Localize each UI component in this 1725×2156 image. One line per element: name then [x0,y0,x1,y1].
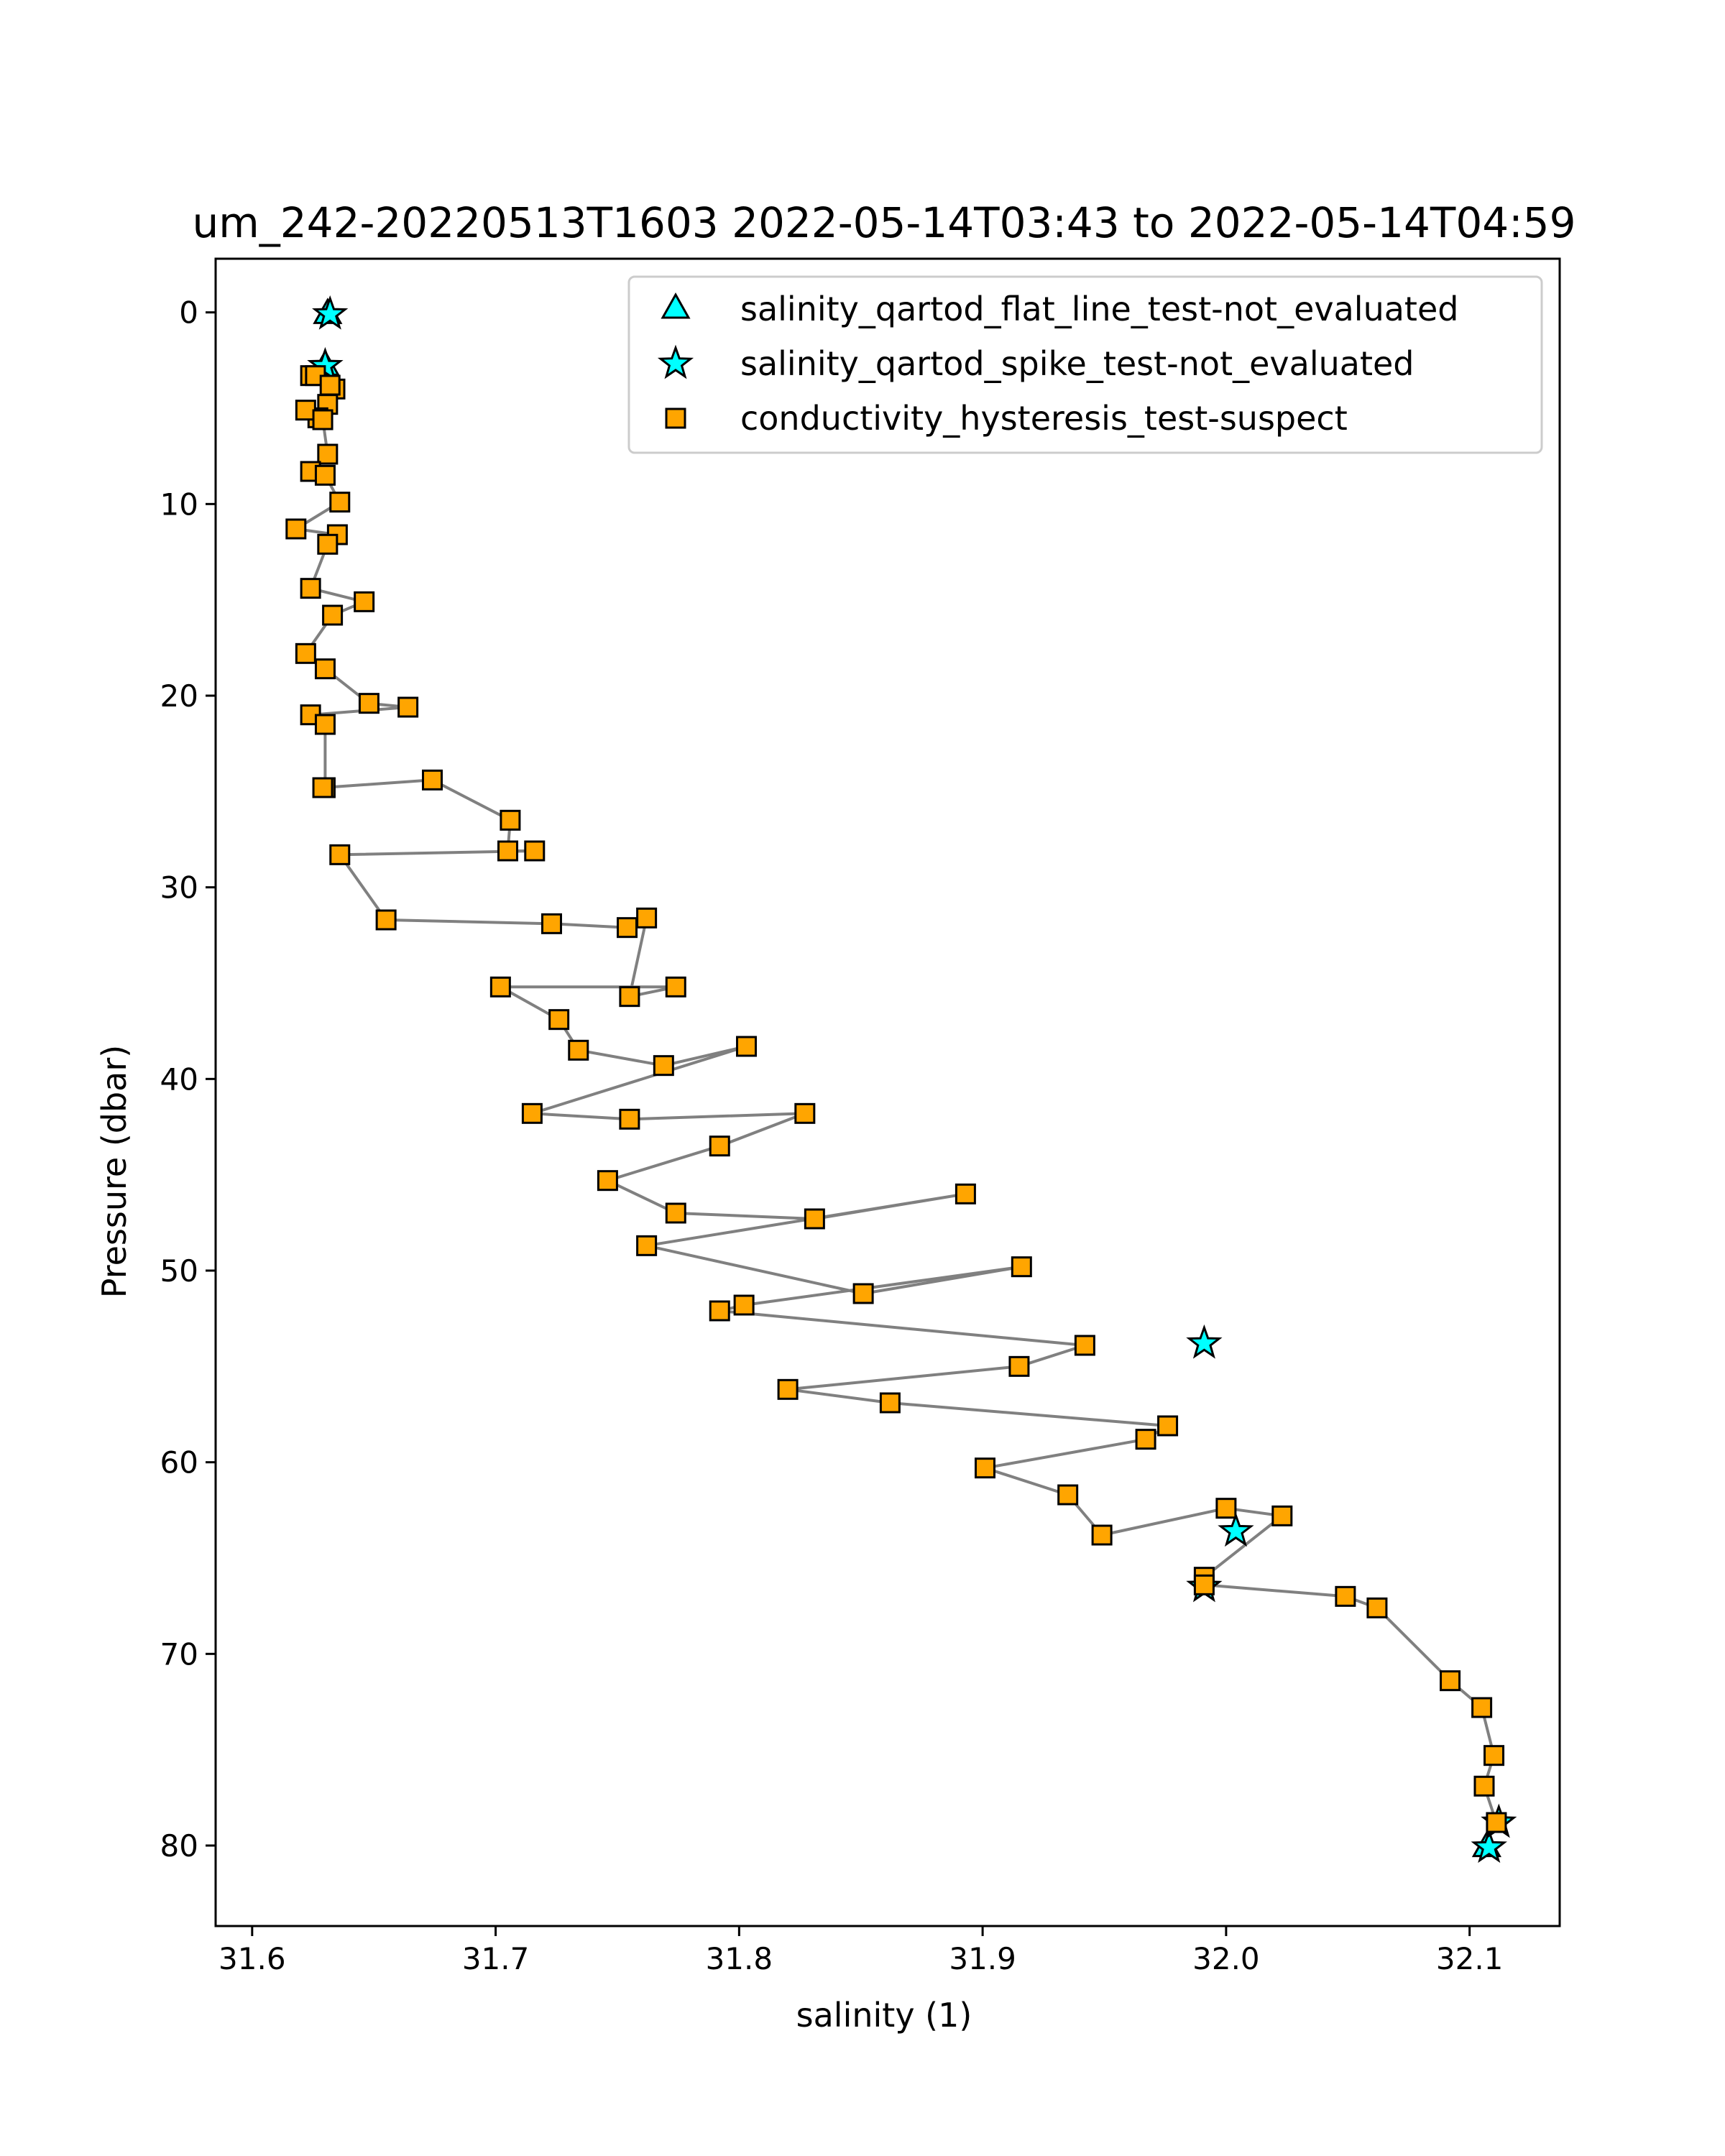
hysteresis-marker [1193,1574,1215,1595]
hysteresis-marker [617,917,638,939]
y-tick-label: 10 [160,487,198,522]
hysteresis-marker [317,533,339,555]
x-axis-label: salinity (1) [796,1996,972,2035]
hysteresis-marker [794,1102,816,1124]
hysteresis-marker [619,986,640,1008]
y-tick-label: 70 [160,1636,198,1672]
axes: 31.6 31.7 31.8 31.9 32.0 32.1 0 10 20 30 40 50 60 70 8… [160,257,1561,1976]
plot-area [285,295,1517,1864]
hysteresis-marker [322,604,344,626]
hysteresis-marker [314,464,336,486]
hysteresis-marker [975,1457,996,1479]
x-tick-label: 31.7 [462,1941,530,1976]
hysteresis-marker [422,769,443,791]
hysteresis-marker [1366,1597,1388,1618]
hysteresis-marker [597,1170,618,1192]
hysteresis-marker [358,693,380,714]
legend-box [627,275,1543,454]
legend-entry-label: salinity_qartod_flat_line_test-not_evalu… [740,290,1458,328]
hysteresis-marker [541,913,562,934]
hysteresis-marker [1011,1256,1032,1278]
spike-marker [312,295,349,330]
hysteresis-marker [1215,1498,1237,1519]
hysteresis-marker [665,1202,686,1224]
hysteresis-marker [375,909,397,931]
chart-title: um_242-20220513T1603 2022-05-14T03:43 to… [193,198,1576,247]
hysteresis-marker [1440,1670,1461,1692]
hysteresis-marker [285,518,307,540]
hysteresis-marker [653,1055,674,1077]
y-tick-label: 40 [160,1061,198,1097]
hysteresis-marker [312,777,334,798]
y-tick-label: 60 [160,1445,198,1480]
hysteresis-marker [300,578,321,599]
hysteresis-marker [665,976,686,998]
hysteresis-marker [1484,1745,1505,1766]
hysteresis-marker [954,1183,976,1204]
hysteresis-marker [319,374,341,396]
x-tick-label: 32.1 [1436,1941,1504,1976]
hysteresis-marker [1471,1697,1493,1718]
spike-marker [1471,1828,1507,1864]
hysteresis-marker [636,1235,658,1256]
hysteresis-marker [665,407,686,429]
hysteresis-marker [500,809,521,831]
hysteresis-marker [295,400,316,421]
hysteresis-marker [1157,1415,1179,1437]
hysteresis-marker [1091,1524,1113,1546]
hysteresis-marker [329,844,351,865]
hysteresis-marker [548,1009,570,1031]
hysteresis-marker [733,1294,755,1316]
hysteresis-marker [314,714,336,735]
legend-entry-label: salinity_qartod_spike_test-not_evaluated [740,344,1414,383]
legend-entry-label: conductivity_hysteresis_test-suspect [740,399,1348,438]
hysteresis-marker [1074,1335,1095,1356]
hysteresis-marker [736,1036,758,1057]
hysteresis-marker [1135,1429,1156,1450]
y-tick-label: 80 [160,1828,198,1864]
y-axis-label: Pressure (dbar) [95,1045,134,1298]
axes-frame [214,257,1561,1927]
hysteresis-marker [1335,1585,1356,1607]
hysteresis-marker [312,409,334,430]
hysteresis-marker [295,642,316,664]
hysteresis-marker [1008,1355,1030,1377]
hysteresis-marker [709,1135,730,1157]
hysteresis-marker [1271,1505,1293,1526]
hysteresis-marker [777,1378,799,1400]
x-tick-label: 31.9 [949,1941,1016,1976]
hysteresis-marker [329,492,351,513]
hysteresis-marker [1057,1484,1079,1506]
spike-marker [1186,1324,1223,1359]
hysteresis-marker [804,1208,825,1230]
hysteresis-marker [709,1300,730,1322]
flat-line-marker [661,292,691,319]
spike-marker [657,344,694,379]
y-tick-label: 50 [160,1253,198,1289]
hysteresis-marker [636,907,658,929]
hysteresis-marker [489,976,511,998]
hysteresis-marker [568,1039,589,1061]
hysteresis-marker [354,591,375,612]
spike-marker [1218,1512,1254,1547]
x-tick-label: 31.8 [706,1941,773,1976]
y-tick-label: 30 [160,870,198,906]
hysteresis-marker [1486,1812,1507,1833]
x-tick-label: 32.0 [1192,1941,1260,1976]
hysteresis-marker [314,658,336,680]
hysteresis-marker [524,840,546,862]
legend: salinity_qartod_flat_line_test-not_evalu… [627,275,1543,454]
hysteresis-marker [521,1102,543,1124]
hysteresis-marker [852,1283,874,1304]
x-tick-label: 31.6 [218,1941,286,1976]
hysteresis-marker [879,1392,901,1414]
y-tick-label: 0 [179,295,198,331]
hysteresis-marker [1473,1775,1495,1797]
y-tick-label: 20 [160,678,198,714]
hysteresis-marker [317,443,339,465]
hysteresis-marker [397,696,419,718]
hysteresis-marker [497,840,519,862]
hysteresis-marker [619,1108,640,1130]
